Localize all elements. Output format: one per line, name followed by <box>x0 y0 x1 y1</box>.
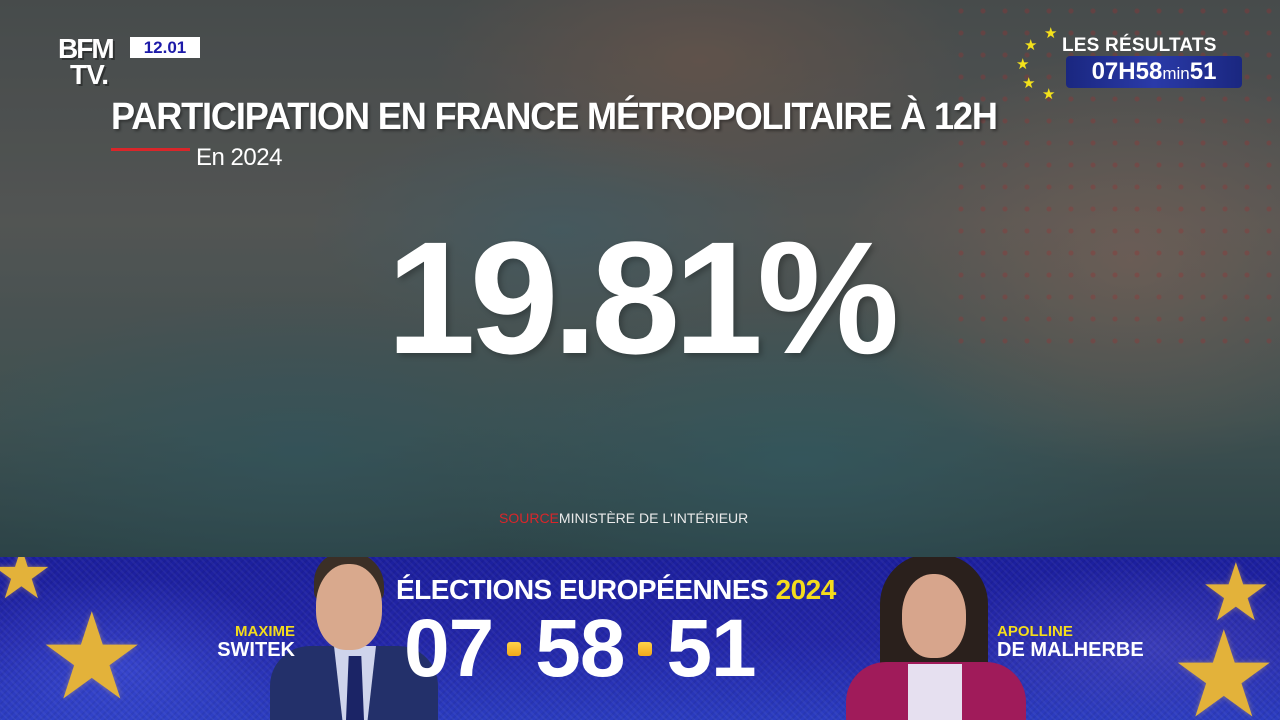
star-icon: ★ <box>1044 25 1058 42</box>
results-countdown-box: ★ ★ ★ ★ ★ LES RÉSULTATS 07H58min51 <box>1010 24 1242 104</box>
gold-star-icon: ★ <box>0 557 53 613</box>
presenter-name-left: MAXIME SWITEK <box>217 623 295 661</box>
results-timer: 07H58min51 <box>1066 56 1242 88</box>
presenter-first-name: APOLLINE <box>997 623 1073 640</box>
subtitle: En 2024 <box>196 144 282 171</box>
presenter-first-name: MAXIME <box>235 623 295 640</box>
results-timer-seconds: 51 <box>1189 58 1217 85</box>
countdown-separator <box>507 642 522 656</box>
results-timer-hours: 07H58 <box>1091 58 1163 85</box>
gold-star-icon: ★ <box>38 590 146 720</box>
source-text: MINISTÈRE DE L'INTÉRIEUR <box>558 510 749 526</box>
gold-star-icon: ★ <box>1200 557 1272 637</box>
countdown-minutes: 58 <box>535 603 625 694</box>
source-credit: SOURCEMINISTÈRE DE L'INTÉRIEUR <box>499 510 748 526</box>
results-timer-min-label: min <box>1162 64 1190 83</box>
presenter-last-name: DE MALHERBE <box>997 639 1144 661</box>
presenter-top <box>908 664 962 720</box>
presenter-name-right: APOLLINE DE MALHERBE <box>997 623 1144 661</box>
bfmtv-logo: BFM TV. <box>58 33 128 90</box>
presenter-face <box>316 564 382 650</box>
election-banner: ★ ★ ★ ★ MAXIME SWITEK ÉLECTIONS EUROPÉEN… <box>0 557 1280 720</box>
page-title: PARTICIPATION EN FRANCE MÉTROPOLITAIRE À… <box>111 96 998 138</box>
banner-title: ÉLECTIONS EUROPÉENNES 2024 <box>396 574 836 606</box>
banner-year: 2024 <box>775 574 837 605</box>
accent-divider <box>111 148 190 151</box>
source-label: SOURCE <box>499 510 559 526</box>
presenter-face <box>902 574 966 658</box>
countdown-seconds: 51 <box>666 603 756 694</box>
presenter-tie <box>346 656 364 720</box>
presenter-photo-left <box>270 557 440 720</box>
star-icon: ★ <box>1022 75 1036 92</box>
background-dim-overlay <box>0 0 1280 557</box>
results-title: LES RÉSULTATS <box>1062 35 1217 56</box>
eu-stars-icon: ★ ★ ★ ★ ★ <box>1010 24 1070 104</box>
countdown-hours: 07 <box>404 603 494 694</box>
countdown-separator <box>638 642 653 656</box>
logo-line-2: TV. <box>70 59 109 90</box>
star-icon: ★ <box>1042 86 1056 103</box>
presenter-photo-right <box>838 557 1028 720</box>
banner-countdown: 07 58 51 <box>404 603 757 694</box>
star-icon: ★ <box>1016 56 1030 73</box>
clock-badge: 12.01 <box>130 37 200 58</box>
logo-line-1: BFM <box>58 33 115 64</box>
gold-star-icon: ★ <box>1170 608 1278 720</box>
flag-texture <box>0 557 1280 720</box>
star-icon: ★ <box>1024 37 1038 54</box>
banner-title-text: ÉLECTIONS EUROPÉENNES <box>396 574 769 605</box>
participation-value: 19.81% <box>386 208 900 387</box>
presenter-last-name: SWITEK <box>217 639 295 661</box>
